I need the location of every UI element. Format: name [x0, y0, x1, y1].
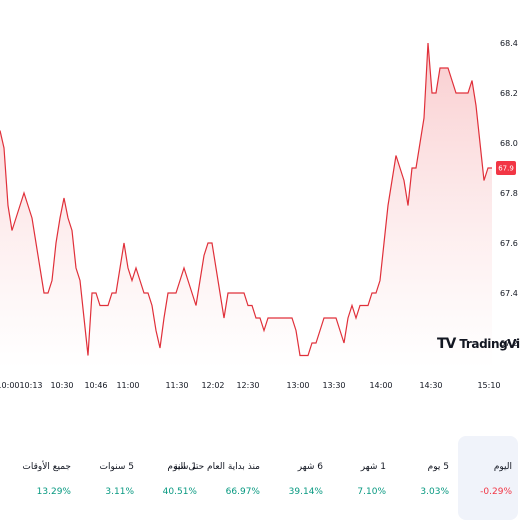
y-axis-tick-label: 68.2: [500, 89, 518, 98]
period-change-value: 3.11%: [105, 487, 134, 497]
period-tab[interactable]: اليوم -0.29%: [458, 436, 518, 520]
period-tab[interactable]: 6 شهر 39.14%: [269, 436, 329, 520]
chart-svg: 67.267.467.667.868.068.268.467.910:0010:…: [0, 39, 518, 390]
period-label: 1 شهر: [360, 462, 386, 472]
x-axis-tick-label: 11:00: [116, 381, 139, 390]
current-price-badge: [496, 161, 516, 175]
period-tab[interactable]: منذ بداية العام حتى اليوم 66.97%: [167, 436, 266, 520]
x-axis-tick-label: 12:30: [236, 381, 259, 390]
period-label: منذ بداية العام حتى اليوم: [167, 462, 260, 472]
tradingview-wordmark: TradingView: [459, 337, 520, 351]
current-price-label: 67.9: [498, 165, 514, 173]
x-axis-tick-label: 12:02: [201, 381, 224, 390]
price-series-line: [0, 42, 492, 357]
price-chart[interactable]: 67.267.467.667.868.068.268.467.910:0010:…: [0, 0, 520, 400]
x-axis-tick-label: 10:30: [50, 381, 73, 390]
period-tab[interactable]: 1 سنة 40.51%: [143, 436, 203, 520]
period-label: 1 سنة: [173, 462, 197, 472]
x-axis-tick-label: 10:46: [84, 381, 107, 390]
y-axis-tick-label: 68.4: [500, 39, 518, 48]
x-axis-tick-label: 13:00: [286, 381, 309, 390]
period-label: 5 يوم: [427, 462, 449, 472]
period-tab[interactable]: 5 يوم 3.03%: [395, 436, 455, 520]
y-axis-tick-label: 68.0: [500, 139, 518, 148]
period-label: جميع الأوقات: [22, 462, 71, 472]
x-axis-tick-label: 15:10: [477, 381, 500, 390]
period-change-value: 7.10%: [357, 487, 386, 497]
period-change-value: 66.97%: [225, 487, 260, 497]
tradingview-logo[interactable]: TV TradingView: [437, 333, 520, 355]
period-tab[interactable]: 5 سنوات 3.11%: [80, 436, 140, 520]
period-tab[interactable]: 1 شهر 7.10%: [332, 436, 392, 520]
price-area-fill: [0, 43, 492, 368]
x-axis-tick-label: 11:30: [165, 381, 188, 390]
y-axis-tick-label: 67.2: [500, 339, 518, 348]
y-axis-tick-label: 67.6: [500, 239, 518, 248]
period-tab[interactable]: جميع الأوقات 13.29%: [17, 436, 77, 520]
performance-periods: اليوم -0.29% 5 يوم 3.03% 1 شهر 7.10% 6 شهر 39.1…: [0, 436, 520, 520]
x-axis-tick-label: 14:00: [369, 381, 392, 390]
y-axis-tick-label: 67.8: [500, 189, 518, 198]
period-change-value: -0.29%: [480, 487, 512, 497]
x-axis-tick-label: 14:30: [419, 381, 442, 390]
period-label: اليوم: [493, 462, 512, 472]
period-change-value: 3.03%: [420, 487, 449, 497]
period-label: 5 سنوات: [99, 462, 134, 472]
period-change-value: 13.29%: [36, 487, 71, 497]
x-axis-tick-label: 10:13: [19, 381, 42, 390]
period-change-value: 39.14%: [288, 487, 323, 497]
y-axis-tick-label: 67.4: [500, 289, 518, 298]
tradingview-mark-icon: TV: [437, 336, 456, 352]
x-axis-tick-label: 13:30: [322, 381, 345, 390]
x-axis-tick-label: 10:00: [0, 381, 20, 390]
period-label: 6 شهر: [297, 462, 323, 472]
period-change-value: 40.51%: [162, 487, 197, 497]
